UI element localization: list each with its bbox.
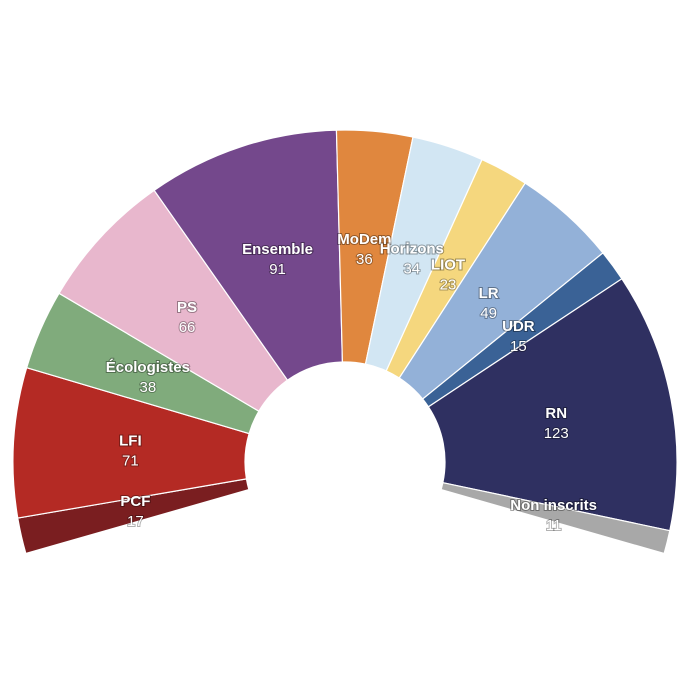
slice-label-value: 71 (122, 452, 139, 469)
slices (12, 129, 678, 555)
slice-label-name: RN (545, 405, 567, 422)
slice-rn (427, 277, 678, 532)
slice-lfi (12, 366, 250, 519)
slice-label-value: 34 (403, 261, 420, 278)
slice-label-value: 36 (356, 251, 373, 268)
slice-label-name: UDR (502, 318, 535, 335)
slice-label-value: 66 (179, 319, 196, 336)
slice-label-name: LIOT (431, 256, 465, 273)
slice-label-value: 15 (510, 338, 527, 355)
labels: PCF 17 LFI 71 Écologistes 38 PS 66 Ensemble 91 MoD… (105, 230, 598, 535)
slice-label-name: Horizons (380, 241, 444, 258)
slice-label-name: LR (479, 285, 499, 302)
slice-label-name: LFI (119, 432, 142, 449)
slice-label-value: 11 (546, 517, 562, 534)
slice-label-value: 23 (440, 276, 457, 293)
slice-non-inscrits (440, 481, 671, 555)
slice-label-value: 123 (544, 425, 569, 442)
slice-label-name: MoDem (337, 231, 391, 248)
slice-label-name: Non inscrits (510, 497, 597, 514)
slice-label-value: 17 (127, 513, 144, 530)
slice-ensemble (153, 129, 344, 382)
slice-label-value: 38 (140, 379, 157, 396)
slice-label-value: 91 (269, 261, 286, 278)
slice-label-value: 49 (480, 305, 497, 322)
slice-label-name: PCF (120, 493, 150, 510)
slice-label-name: Écologistes (106, 359, 190, 376)
slice-label-name: Ensemble (242, 241, 313, 258)
slice-label-name: PS (177, 299, 197, 316)
